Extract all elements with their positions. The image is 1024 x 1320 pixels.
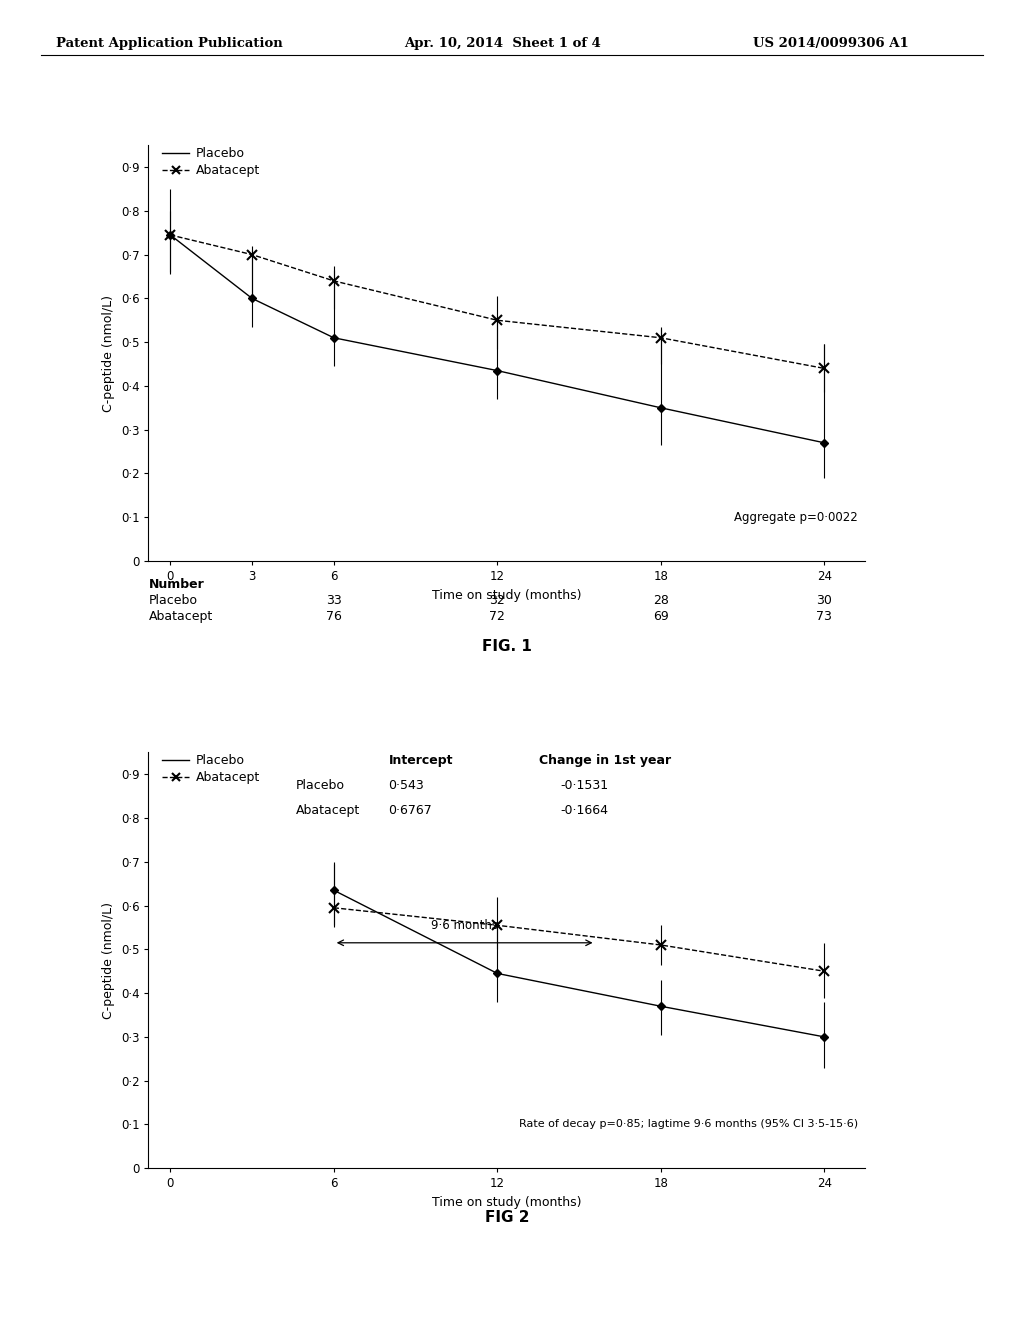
X-axis label: Time on study (months): Time on study (months): [432, 589, 582, 602]
Text: 76: 76: [326, 610, 342, 623]
Text: Patent Application Publication: Patent Application Publication: [56, 37, 283, 50]
Text: Apr. 10, 2014  Sheet 1 of 4: Apr. 10, 2014 Sheet 1 of 4: [404, 37, 601, 50]
Legend: Placebo, Abatacept: Placebo, Abatacept: [162, 148, 260, 177]
Text: Number: Number: [148, 578, 204, 591]
Text: Intercept: Intercept: [388, 755, 453, 767]
Text: 30: 30: [816, 594, 833, 607]
Text: 9·6 months: 9·6 months: [431, 919, 498, 932]
Text: Placebo: Placebo: [148, 594, 198, 607]
Text: 73: 73: [816, 610, 833, 623]
Text: FIG. 1: FIG. 1: [482, 639, 531, 653]
Text: 72: 72: [489, 610, 505, 623]
Text: Placebo: Placebo: [295, 779, 344, 792]
Text: 28: 28: [653, 594, 669, 607]
Text: 0·543: 0·543: [388, 779, 424, 792]
X-axis label: Time on study (months): Time on study (months): [432, 1196, 582, 1209]
Text: Aggregate p=0·0022: Aggregate p=0·0022: [734, 511, 858, 524]
Text: Abatacept: Abatacept: [295, 804, 359, 817]
Text: -0·1664: -0·1664: [561, 804, 608, 817]
Text: 0·6767: 0·6767: [388, 804, 432, 817]
Text: 69: 69: [653, 610, 669, 623]
Text: Rate of decay p=0·85; lagtime 9·6 months (95% CI 3·5-15·6): Rate of decay p=0·85; lagtime 9·6 months…: [519, 1118, 858, 1129]
Text: Abatacept: Abatacept: [148, 610, 213, 623]
Y-axis label: C-peptide (nmol/L): C-peptide (nmol/L): [102, 294, 116, 412]
Legend: Placebo, Abatacept: Placebo, Abatacept: [162, 755, 260, 784]
Text: 32: 32: [489, 594, 505, 607]
Y-axis label: C-peptide (nmol/L): C-peptide (nmol/L): [102, 902, 116, 1019]
Text: 33: 33: [326, 594, 342, 607]
Text: -0·1531: -0·1531: [561, 779, 608, 792]
Text: US 2014/0099306 A1: US 2014/0099306 A1: [753, 37, 908, 50]
Text: FIG 2: FIG 2: [484, 1210, 529, 1225]
Text: Change in 1st year: Change in 1st year: [539, 755, 672, 767]
